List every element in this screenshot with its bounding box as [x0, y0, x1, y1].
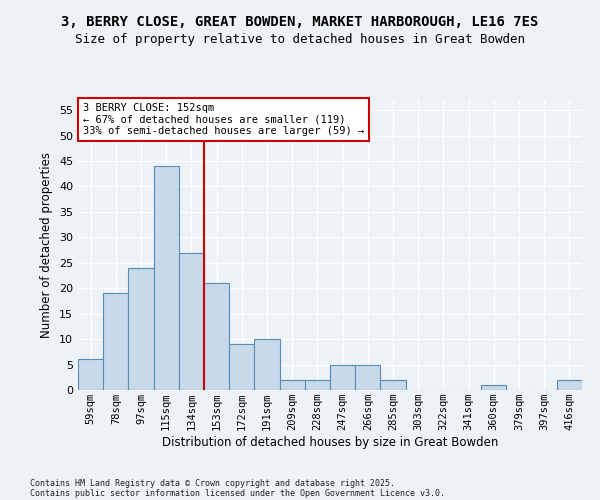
Text: Contains HM Land Registry data © Crown copyright and database right 2025.: Contains HM Land Registry data © Crown c… — [30, 478, 395, 488]
Bar — [280, 380, 305, 390]
Text: Contains public sector information licensed under the Open Government Licence v3: Contains public sector information licen… — [30, 488, 445, 498]
Text: 3, BERRY CLOSE, GREAT BOWDEN, MARKET HARBOROUGH, LE16 7ES: 3, BERRY CLOSE, GREAT BOWDEN, MARKET HAR… — [61, 15, 539, 29]
Bar — [481, 385, 506, 390]
Bar — [229, 344, 254, 390]
Y-axis label: Number of detached properties: Number of detached properties — [40, 152, 53, 338]
Bar — [179, 252, 204, 390]
Bar — [254, 339, 280, 390]
Bar — [557, 380, 582, 390]
Bar — [380, 380, 406, 390]
Bar — [355, 364, 380, 390]
Bar — [128, 268, 154, 390]
Bar — [305, 380, 330, 390]
Bar — [154, 166, 179, 390]
Bar — [330, 364, 355, 390]
Text: 3 BERRY CLOSE: 152sqm
← 67% of detached houses are smaller (119)
33% of semi-det: 3 BERRY CLOSE: 152sqm ← 67% of detached … — [83, 103, 364, 136]
Text: Size of property relative to detached houses in Great Bowden: Size of property relative to detached ho… — [75, 32, 525, 46]
X-axis label: Distribution of detached houses by size in Great Bowden: Distribution of detached houses by size … — [162, 436, 498, 449]
Bar — [103, 294, 128, 390]
Bar — [78, 360, 103, 390]
Bar — [204, 283, 229, 390]
